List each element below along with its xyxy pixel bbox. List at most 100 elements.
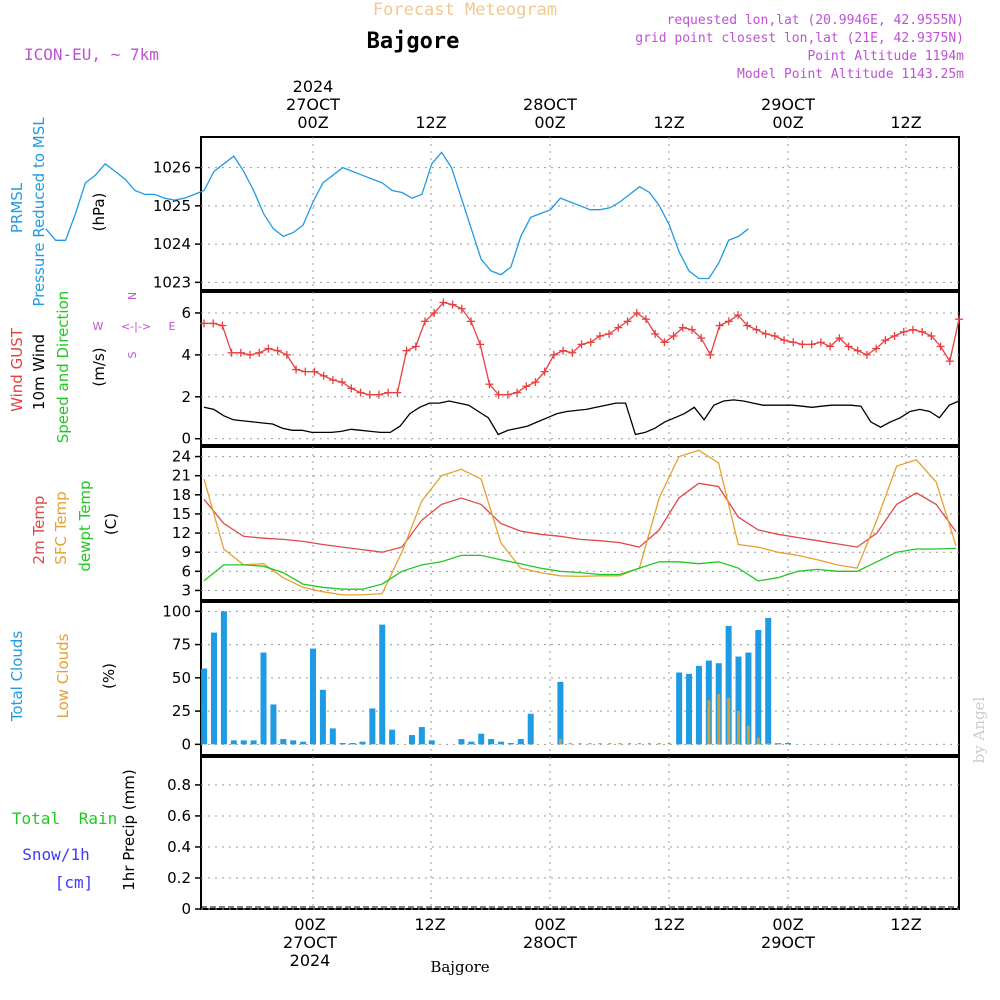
gust-marker xyxy=(752,325,761,334)
total-cloud-bar xyxy=(428,740,435,745)
y-tick-label: 9 xyxy=(181,543,191,561)
total-cloud-bar xyxy=(359,741,366,745)
y-tick-label: 1026 xyxy=(153,159,191,177)
footer-location: Bajgore xyxy=(430,958,489,976)
gust-marker xyxy=(255,348,264,357)
total-cloud-bar xyxy=(408,735,415,745)
temp-unit: (C) xyxy=(102,513,120,535)
gust-marker xyxy=(780,336,789,345)
gust-marker xyxy=(678,323,687,332)
total-cloud-bar xyxy=(329,728,336,745)
credit-watermark: by Angel xyxy=(970,696,988,763)
dew-label: dewpt Temp xyxy=(76,480,94,571)
y-tick-label: 1023 xyxy=(153,273,191,291)
top-year: 2024 xyxy=(293,77,334,96)
gust-marker xyxy=(706,350,715,359)
low-cloud-bar xyxy=(568,743,572,745)
total-cloud-bar xyxy=(527,713,534,745)
y-tick-label: 2 xyxy=(181,388,191,406)
gust-marker xyxy=(614,323,623,332)
gust-marker xyxy=(227,348,236,357)
gust-marker xyxy=(724,317,733,326)
panel-frame-1 xyxy=(200,136,960,291)
top-date-3: 29OCT xyxy=(761,95,815,114)
total-cloud-bar xyxy=(676,672,683,745)
model-altitude: Model Point Altitude 1143.25m xyxy=(737,67,964,82)
wind-label: 10m Wind xyxy=(30,334,48,410)
gust-marker xyxy=(282,350,291,359)
gust-marker xyxy=(807,340,816,349)
gust-marker xyxy=(347,384,356,393)
gust-marker xyxy=(485,380,494,389)
low-cloud-bar xyxy=(558,739,562,745)
gust-marker xyxy=(264,344,273,353)
gust-marker xyxy=(236,348,245,357)
y-tick-label: 0.4 xyxy=(167,838,191,856)
compass-north: N xyxy=(126,292,139,300)
y-tick-label: 15 xyxy=(172,505,191,523)
total-cloud-bar xyxy=(695,665,702,745)
total-cloud-bar xyxy=(319,689,326,745)
bottom-tick-5: 00Z xyxy=(772,915,803,934)
snow-unit-label: [cm] xyxy=(55,873,94,892)
total-cloud-bar xyxy=(488,739,495,745)
pressure-label-1: PRMSL xyxy=(8,182,26,233)
top-tick-2: 12Z xyxy=(415,113,446,132)
panel-frame-3 xyxy=(200,446,960,601)
y-tick-label: 1025 xyxy=(153,197,191,215)
top-date-2: 28OCT xyxy=(523,95,577,114)
y-tick-label: 0 xyxy=(181,430,191,448)
gust-marker xyxy=(273,346,282,355)
pressure-label-2: Pressure Reduced to MSL xyxy=(30,117,48,307)
gust-marker xyxy=(770,332,779,341)
gust-marker xyxy=(669,332,678,341)
total-label: Total xyxy=(12,809,60,828)
panel-frame-5 xyxy=(200,756,960,910)
gust-marker xyxy=(467,317,476,326)
total-cloud-bar xyxy=(220,611,227,745)
gust-marker xyxy=(605,329,614,338)
total-cloud-bar xyxy=(339,743,346,745)
gust-marker xyxy=(761,329,770,338)
y-tick-label: 0 xyxy=(181,735,191,753)
total-cloud-bar xyxy=(517,739,524,745)
gust-marker xyxy=(328,376,337,385)
total-cloud-bar xyxy=(468,741,475,745)
low-cloud-bar xyxy=(608,743,612,745)
rain-label: Rain xyxy=(79,809,118,828)
gust-marker xyxy=(338,378,347,387)
precip-labels: Total Rain Snow/1h [cm] 1hr Precip (mm) xyxy=(12,769,138,892)
compass-east: E xyxy=(169,320,176,333)
total-cloud-bar xyxy=(230,740,237,745)
y-tick-label: 75 xyxy=(172,636,191,654)
low-cloud-bar xyxy=(657,743,661,745)
t2m-label: 2m Temp xyxy=(30,496,48,565)
low-cloud-bar xyxy=(717,693,721,745)
low-cloud-bar xyxy=(628,743,632,745)
low-cloud-bar xyxy=(756,737,760,745)
total-cloud-bar xyxy=(745,652,752,745)
gust-marker xyxy=(374,390,383,399)
gust-marker xyxy=(420,317,429,326)
gust-marker xyxy=(595,332,604,341)
sfc-line xyxy=(203,449,957,596)
top-tick-5: 00Z xyxy=(772,113,803,132)
total-cloud-bar xyxy=(686,673,693,745)
wind-line xyxy=(203,399,960,436)
snow-label: Snow/1h xyxy=(22,845,89,864)
gust-marker xyxy=(632,308,641,317)
compass-mid: <-|-> xyxy=(121,320,151,333)
bottom-tick-2: 12Z xyxy=(414,915,445,934)
gust-marker xyxy=(559,346,568,355)
low-cloud-bar xyxy=(578,743,582,745)
gust-marker xyxy=(844,342,853,351)
bottom-tick-3: 00Z xyxy=(534,915,565,934)
low-cloud-bar xyxy=(766,743,770,745)
y-tick-label: 21 xyxy=(172,467,191,485)
requested-coords: requested lon,lat (20.9946E, 42.9555N) xyxy=(667,13,964,28)
t2m-line xyxy=(203,482,957,553)
gust-marker xyxy=(890,332,899,341)
total-cloud-bar xyxy=(379,624,386,745)
total-cloud-bar xyxy=(785,743,791,745)
